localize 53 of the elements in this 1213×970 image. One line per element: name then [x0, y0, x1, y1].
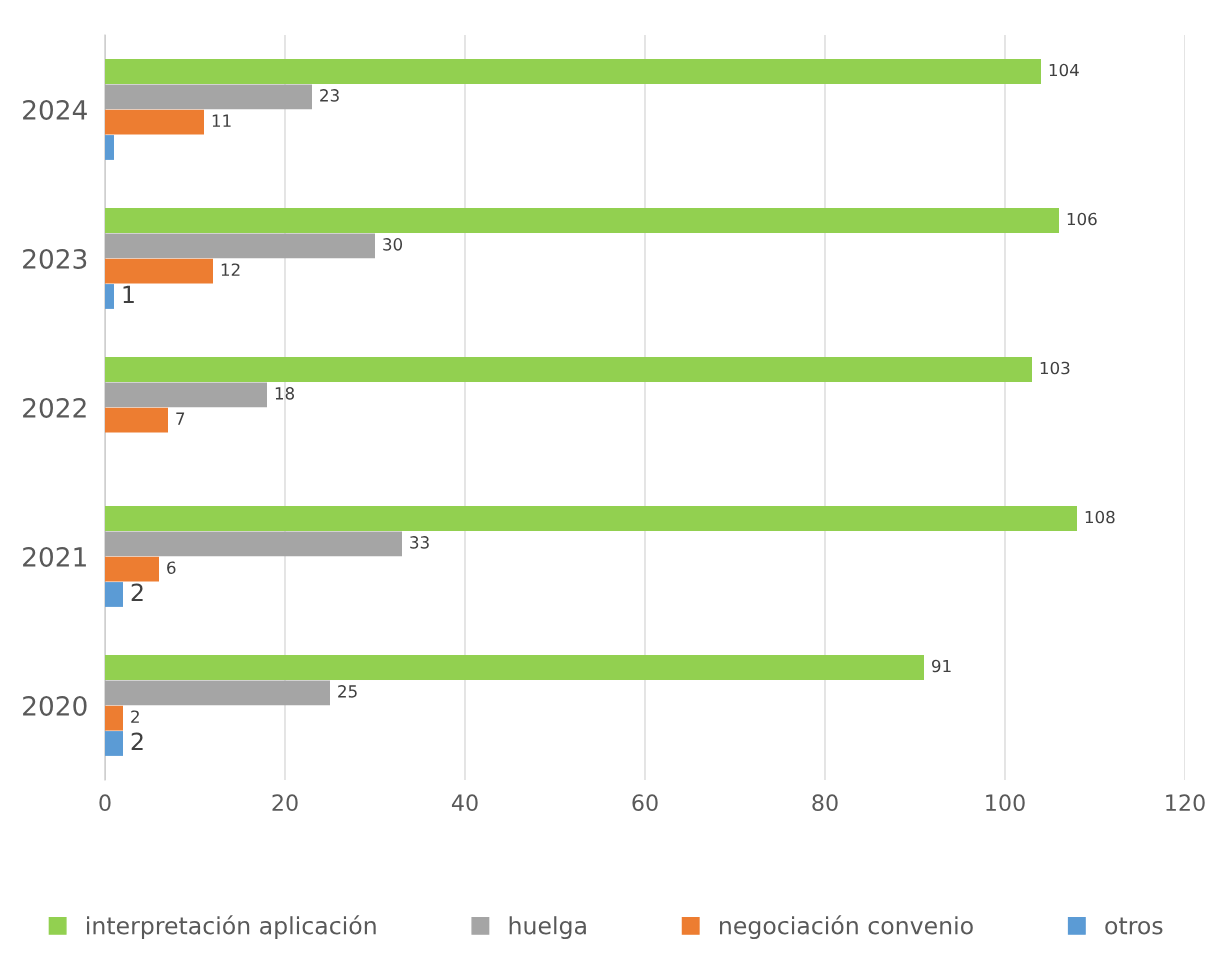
x-tick-label: 120 [1166, 794, 1205, 812]
data-label: 25 [338, 685, 357, 698]
bar [105, 407, 168, 433]
data-label: 2 [131, 710, 139, 723]
data-label: 104 [1049, 63, 1079, 77]
bar [105, 208, 1059, 233]
data-label: 91 [931, 659, 951, 673]
legend-label: otros [1105, 917, 1163, 935]
bar [105, 556, 159, 582]
bar [105, 582, 123, 607]
bar [105, 59, 1041, 84]
legend-label: negociación convenio [720, 915, 973, 940]
data-label: 103 [1040, 361, 1070, 375]
data-label: 30 [383, 238, 403, 251]
bar [105, 731, 123, 756]
y-tick-label: 2023 [23, 248, 87, 269]
bar [105, 357, 1032, 382]
data-label: 106 [1067, 212, 1097, 226]
bar [105, 84, 312, 110]
y-tick-label: 2021 [23, 546, 86, 567]
bar [105, 705, 123, 731]
bar [105, 109, 204, 135]
data-label: 12 [221, 263, 240, 276]
data-label: 2 [131, 732, 143, 751]
data-label: 1 [123, 285, 134, 304]
bar [105, 258, 213, 284]
x-tick-label: 20 [272, 794, 298, 812]
data-label: 7 [176, 412, 185, 425]
bar [105, 382, 267, 408]
y-tick-label: 2022 [23, 397, 86, 418]
data-label: 18 [275, 387, 295, 400]
data-label: 23 [320, 89, 339, 102]
bar [105, 680, 330, 706]
bar [105, 233, 375, 259]
x-tick-label: 60 [632, 794, 658, 812]
bar [105, 135, 114, 160]
data-label: 108 [1085, 510, 1115, 524]
bar [105, 506, 1077, 531]
legend-label: huelga [509, 916, 586, 940]
data-label: 6 [167, 561, 176, 574]
bar [105, 531, 402, 557]
bar [105, 655, 924, 680]
x-tick-label: 0 [99, 794, 111, 812]
data-label: 2 [131, 583, 143, 602]
y-tick-label: 2024 [23, 99, 87, 120]
bar [105, 284, 114, 309]
x-tick-label: 80 [812, 794, 838, 812]
x-tick-label: 40 [451, 794, 478, 812]
data-label: 11 [212, 114, 231, 127]
y-tick-label: 2020 [23, 695, 87, 716]
x-tick-label: 100 [986, 794, 1025, 812]
data-label: 33 [410, 536, 429, 549]
legend-label: interpretación aplicación [87, 915, 376, 940]
